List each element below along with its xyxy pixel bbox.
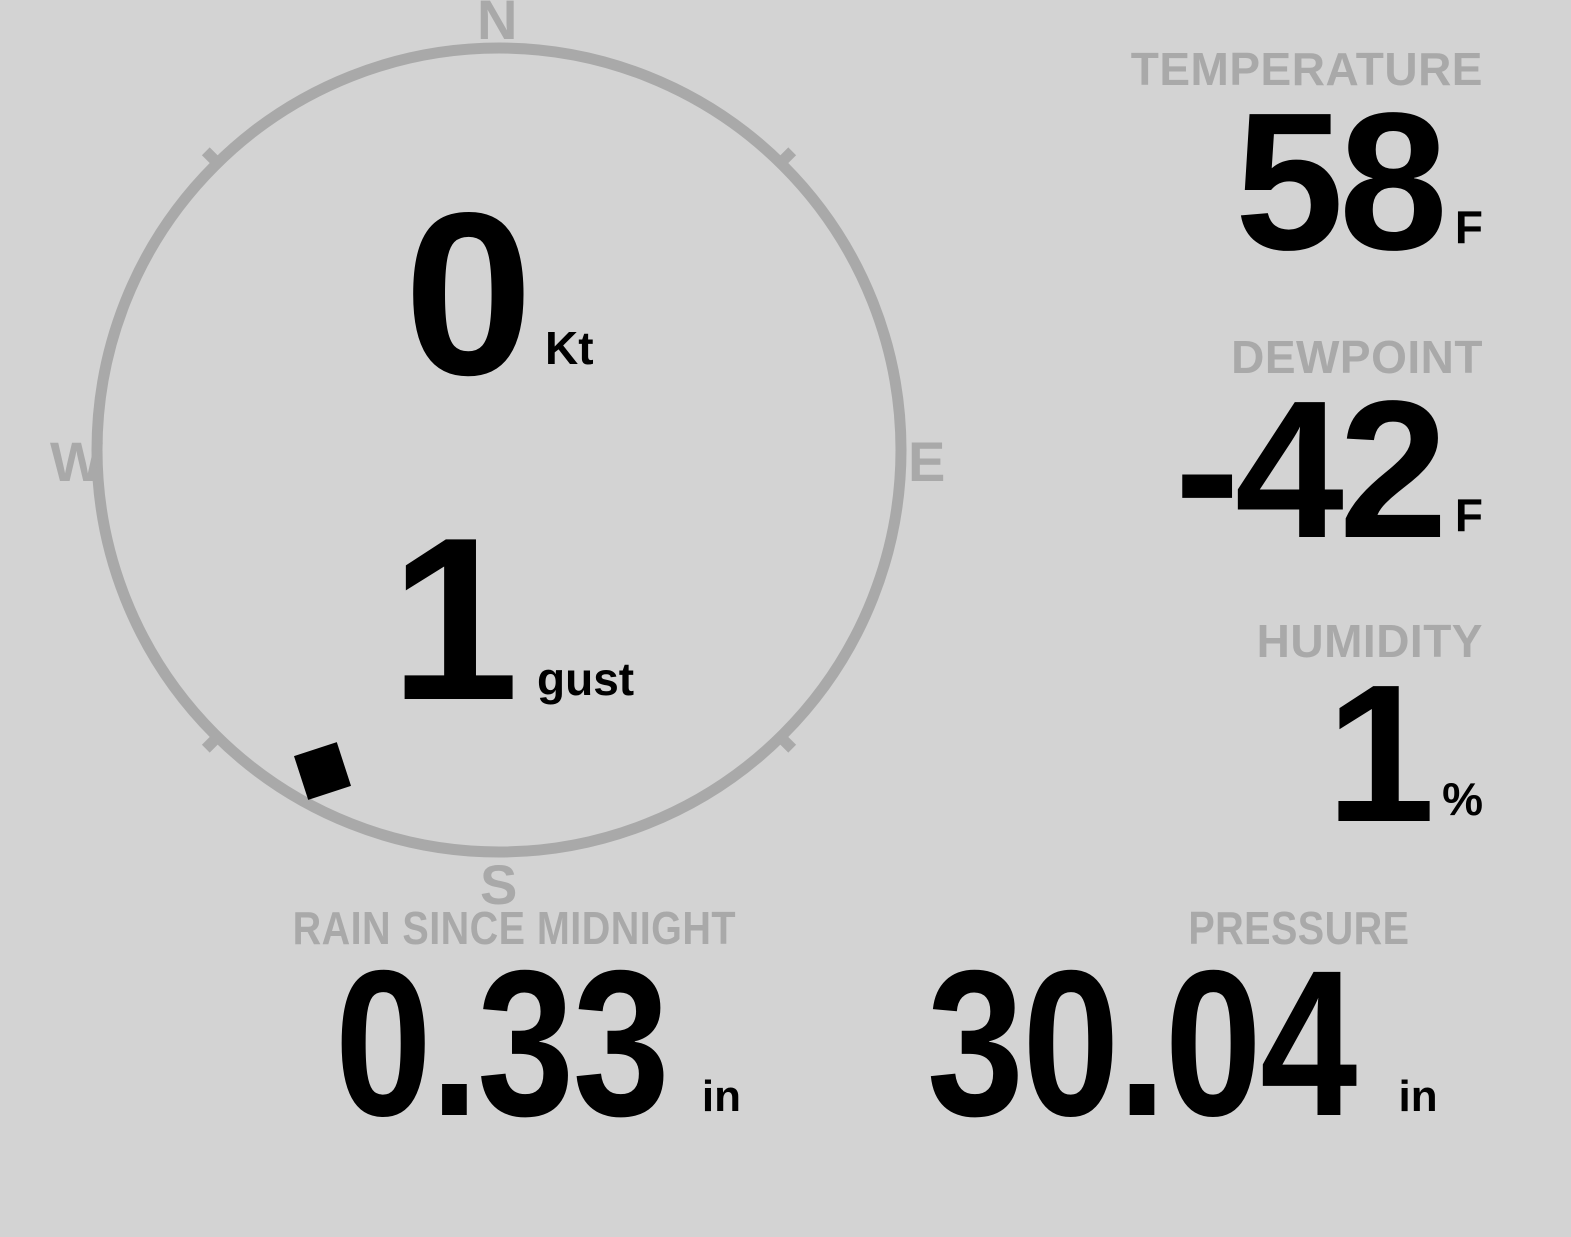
- humidity-value: 1: [1326, 644, 1435, 863]
- dewpoint-value: -42: [1174, 360, 1448, 579]
- dewpoint-label: DEWPOINT: [1231, 331, 1483, 383]
- rain-value: 0.33: [334, 928, 670, 1160]
- wind-speed-readout: 0 Kt: [404, 165, 594, 424]
- metric-dewpoint: DEWPOINT -42 F: [1174, 331, 1483, 579]
- wind-gust-readout: 1 gust: [390, 490, 635, 749]
- wind-speed-unit: Kt: [545, 322, 594, 374]
- rain-value-row: 0.33 in: [222, 928, 822, 1160]
- tick-ne: [772, 147, 797, 171]
- wind-direction-marker: [293, 742, 352, 800]
- tick-sw: [201, 729, 226, 753]
- compass-label-south: S: [480, 853, 518, 916]
- metric-temperature: TEMPERATURE 58 F: [1130, 43, 1483, 291]
- humidity-label: HUMIDITY: [1256, 615, 1483, 667]
- compass-ring-graphic: [91, 42, 907, 858]
- pressure-label: PRESSURE: [1188, 902, 1410, 954]
- wind-speed-value: 0: [404, 165, 533, 424]
- rain-label: RAIN SINCE MIDNIGHT: [292, 902, 736, 954]
- temperature-value-row: 58 F: [1131, 72, 1483, 291]
- temperature-unit: F: [1454, 201, 1483, 253]
- wind-compass-dial: N S W E 0 Kt 1 gust: [0, 0, 1000, 920]
- temperature-value: 58: [1234, 72, 1448, 291]
- metric-humidity: HUMIDITY 1 %: [1256, 615, 1483, 863]
- rain-unit: in: [701, 1072, 741, 1121]
- compass-ring: [91, 42, 907, 858]
- dewpoint-unit: F: [1454, 489, 1483, 541]
- compass-label-west: W: [50, 430, 103, 493]
- wind-gust-unit: gust: [537, 653, 635, 705]
- pressure-value-row: 30.04 in: [850, 928, 1550, 1160]
- dewpoint-value-row: -42 F: [1174, 360, 1483, 579]
- pressure-value: 30.04: [926, 928, 1358, 1160]
- compass-label-north: N: [477, 0, 518, 51]
- metric-pressure: PRESSURE 30.04 in: [850, 902, 1550, 1160]
- tick-se: [772, 729, 797, 753]
- tick-nw: [201, 147, 226, 171]
- compass-label-east: E: [908, 430, 946, 493]
- pressure-unit: in: [1398, 1072, 1438, 1121]
- metric-rain-since-midnight: RAIN SINCE MIDNIGHT 0.33 in: [222, 902, 822, 1160]
- humidity-unit: %: [1442, 773, 1483, 825]
- compass-ticks: [201, 147, 797, 753]
- wind-gust-value: 1: [390, 490, 519, 749]
- temperature-label: TEMPERATURE: [1130, 43, 1483, 95]
- humidity-value-row: 1 %: [1257, 644, 1483, 863]
